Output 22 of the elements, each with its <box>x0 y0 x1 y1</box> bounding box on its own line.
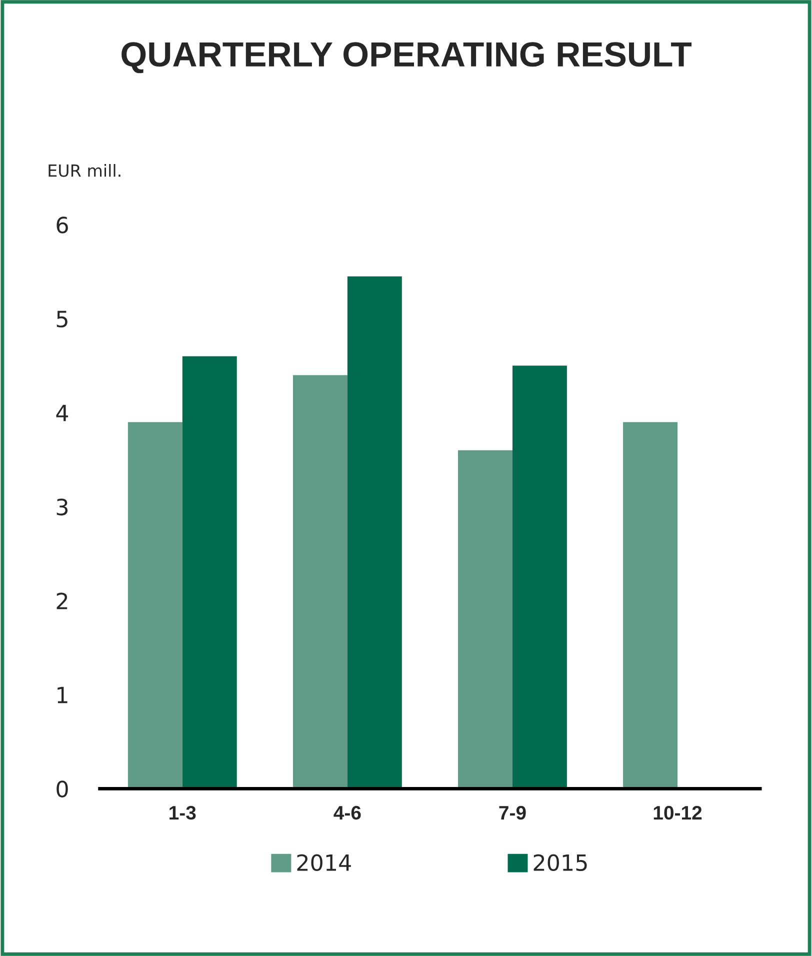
y-tick-label: 1 <box>58 686 68 704</box>
y-axis-title: EUR mill. <box>48 164 120 177</box>
bar <box>128 422 182 789</box>
bar <box>458 450 512 789</box>
y-tick-label: 4 <box>56 404 68 422</box>
x-tick-label: 10-12 <box>654 806 702 820</box>
chart-title: QUARTERLY OPERATING RESULT <box>122 42 692 74</box>
bar <box>347 276 402 789</box>
x-tick-label: 7-9 <box>499 806 526 820</box>
x-tick-label: 1-3 <box>170 806 196 820</box>
legend-label: 2014 <box>297 854 351 872</box>
y-tick-label: 6 <box>56 216 68 234</box>
x-tick-label: 4-6 <box>334 806 361 820</box>
y-tick-label: 5 <box>56 310 68 328</box>
bar <box>182 356 237 789</box>
bar <box>623 422 678 789</box>
bar <box>292 375 348 789</box>
legend-label: 2015 <box>534 854 587 872</box>
y-tick-label: 0 <box>56 780 68 798</box>
y-tick-label: 3 <box>56 498 68 516</box>
y-tick-label: 2 <box>56 592 68 610</box>
bar <box>512 366 567 789</box>
